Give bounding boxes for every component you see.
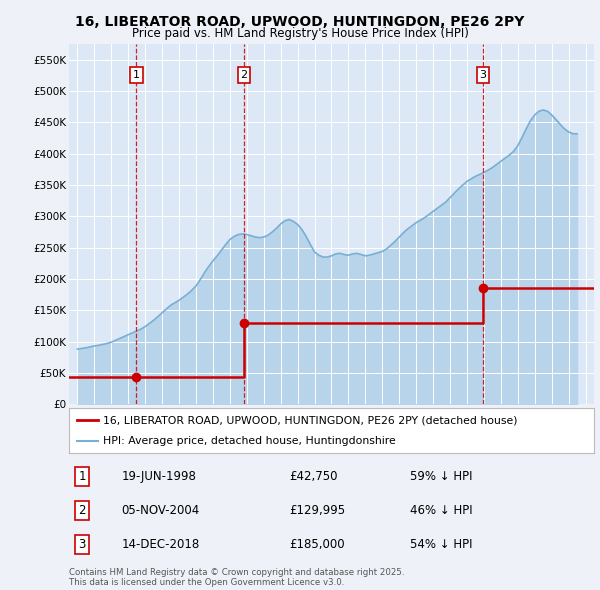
Text: HPI: Average price, detached house, Huntingdonshire: HPI: Average price, detached house, Hunt… bbox=[103, 436, 396, 446]
Text: 1: 1 bbox=[133, 70, 140, 80]
Text: Price paid vs. HM Land Registry's House Price Index (HPI): Price paid vs. HM Land Registry's House … bbox=[131, 27, 469, 40]
Text: Contains HM Land Registry data © Crown copyright and database right 2025.
This d: Contains HM Land Registry data © Crown c… bbox=[69, 568, 404, 587]
Text: 16, LIBERATOR ROAD, UPWOOD, HUNTINGDON, PE26 2PY: 16, LIBERATOR ROAD, UPWOOD, HUNTINGDON, … bbox=[76, 15, 524, 29]
Text: 2: 2 bbox=[79, 504, 86, 517]
Text: 46% ↓ HPI: 46% ↓ HPI bbox=[410, 504, 473, 517]
Text: 05-NOV-2004: 05-NOV-2004 bbox=[121, 504, 200, 517]
Text: 2: 2 bbox=[241, 70, 248, 80]
Text: 16, LIBERATOR ROAD, UPWOOD, HUNTINGDON, PE26 2PY (detached house): 16, LIBERATOR ROAD, UPWOOD, HUNTINGDON, … bbox=[103, 415, 518, 425]
Text: £185,000: £185,000 bbox=[290, 538, 345, 551]
Text: £42,750: £42,750 bbox=[290, 470, 338, 483]
Text: 14-DEC-2018: 14-DEC-2018 bbox=[121, 538, 200, 551]
Text: 19-JUN-1998: 19-JUN-1998 bbox=[121, 470, 196, 483]
Text: 54% ↓ HPI: 54% ↓ HPI bbox=[410, 538, 473, 551]
Text: 1: 1 bbox=[79, 470, 86, 483]
Text: £129,995: £129,995 bbox=[290, 504, 346, 517]
Text: 3: 3 bbox=[479, 70, 487, 80]
Text: 3: 3 bbox=[79, 538, 86, 551]
Text: 59% ↓ HPI: 59% ↓ HPI bbox=[410, 470, 473, 483]
